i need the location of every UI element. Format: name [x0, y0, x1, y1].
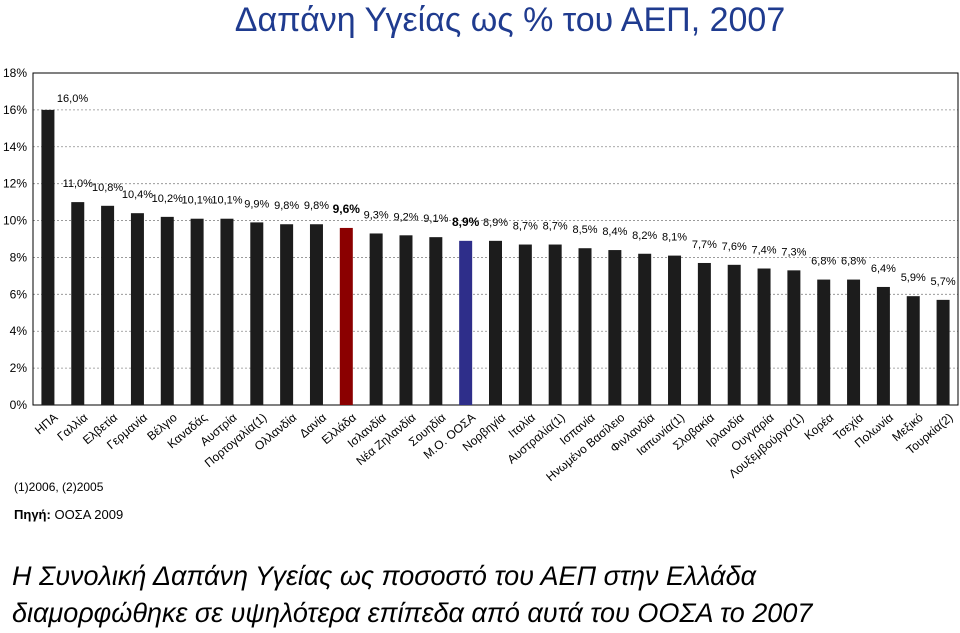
- bar: [429, 237, 443, 405]
- data-label: 5,9%: [901, 272, 926, 284]
- data-label: 8,9%: [483, 217, 508, 229]
- data-label: 10,1%: [182, 195, 213, 207]
- source-label: Πηγή:: [14, 507, 51, 522]
- caption-line-2: διαμορφώθηκε σε υψηλότερα επίπεδα από αυ…: [12, 598, 813, 628]
- bar: [280, 224, 294, 405]
- data-label: 8,2%: [632, 230, 657, 242]
- category-label: Κορέα: [802, 410, 837, 442]
- axes: 0% 2% 4% 6% 8% 10% 12% 14% 16% 18%: [3, 66, 959, 412]
- bar: [130, 213, 144, 405]
- bar: [41, 109, 55, 405]
- data-label: 9,1%: [423, 213, 448, 225]
- bar: [608, 250, 622, 405]
- bar: [309, 224, 323, 405]
- data-label: 11,0%: [63, 178, 94, 190]
- data-label: 6,4%: [871, 263, 896, 275]
- data-label: 9,6%: [333, 202, 361, 216]
- bar: [459, 240, 473, 405]
- bar: [697, 262, 711, 405]
- data-label: 7,6%: [722, 241, 747, 253]
- data-label: 8,7%: [513, 221, 538, 233]
- bar: [668, 255, 682, 405]
- data-label: 9,3%: [364, 209, 389, 221]
- y-tick-label: 6%: [10, 287, 28, 301]
- data-label: 9,8%: [274, 200, 299, 212]
- data-label: 8,1%: [662, 232, 687, 244]
- y-tick-label: 10%: [3, 214, 27, 228]
- y-tick-label: 12%: [3, 177, 27, 191]
- source-text: ΟΟΣΑ 2009: [50, 507, 124, 522]
- bar: [847, 279, 861, 405]
- bar: [578, 248, 592, 405]
- data-label: 8,9%: [452, 215, 480, 229]
- bar: [548, 244, 562, 405]
- data-label: 9,2%: [393, 211, 418, 223]
- bar: [160, 216, 174, 405]
- data-label: 8,4%: [602, 226, 627, 238]
- bar-chart: 0% 2% 4% 6% 8% 10% 12% 14% 16% 18% 16,0% 11,0% 10,8…: [3, 66, 959, 484]
- y-tick-label: 16%: [3, 103, 27, 117]
- y-tick-label: 2%: [10, 361, 28, 375]
- data-label: 8,7%: [543, 221, 568, 233]
- footnote: (1)2006, (2)2005: [14, 480, 104, 494]
- data-label: 5,7%: [931, 276, 956, 288]
- data-label: 9,9%: [244, 198, 269, 210]
- bar: [817, 279, 831, 405]
- caption: Η Συνολική Δαπάνη Υγείας ως ποσοστό του …: [12, 558, 957, 632]
- data-label: 10,1%: [211, 195, 242, 207]
- data-label: 9,8%: [304, 200, 329, 212]
- bar: [757, 268, 771, 405]
- y-tick-label: 0%: [10, 398, 28, 412]
- chart-title: Δαπάνη Υγείας ως % του ΑΕΠ, 2007: [234, 1, 786, 39]
- bar: [101, 205, 115, 405]
- source-note: Πηγή: ΟΟΣΑ 2009: [14, 507, 123, 522]
- caption-line-1: Η Συνολική Δαπάνη Υγείας ως ποσοστό του …: [12, 561, 756, 591]
- bars: [41, 109, 950, 405]
- bar: [190, 218, 204, 405]
- bar: [727, 264, 741, 405]
- data-label: 7,3%: [781, 246, 806, 258]
- y-tick-label: 18%: [3, 66, 27, 80]
- data-label: 7,7%: [692, 239, 717, 251]
- data-label: 10,4%: [122, 189, 153, 201]
- data-label: 6,8%: [841, 256, 866, 268]
- y-tick-label: 4%: [10, 324, 28, 338]
- bar: [787, 270, 801, 405]
- bar: [220, 218, 234, 405]
- bar: [876, 286, 890, 405]
- bar: [250, 222, 264, 405]
- data-label: 8,5%: [572, 224, 597, 236]
- data-label: 10,2%: [152, 193, 183, 205]
- data-label: 7,4%: [752, 245, 777, 257]
- bar: [489, 240, 502, 405]
- bar: [518, 244, 532, 405]
- bar: [638, 253, 652, 405]
- bar: [906, 296, 920, 405]
- data-label: 6,8%: [811, 256, 836, 268]
- y-tick-label: 14%: [3, 140, 27, 154]
- bar: [339, 227, 353, 405]
- data-label: 10,8%: [92, 182, 123, 194]
- data-label: 16,0%: [57, 93, 88, 105]
- bar: [369, 233, 383, 405]
- category-labels: ΗΠΑΓαλλίαΕλβετίαΓερμανίαΒέλγιοΚαναδάςΑυσ…: [32, 410, 956, 484]
- bar: [399, 235, 413, 405]
- bar: [71, 202, 85, 405]
- bar: [936, 299, 950, 405]
- y-tick-label: 8%: [10, 250, 28, 264]
- data-labels: 16,0%11,0% 10,8%10,4%10,2%10,1%10,1% 9,9% 9…: [57, 93, 956, 288]
